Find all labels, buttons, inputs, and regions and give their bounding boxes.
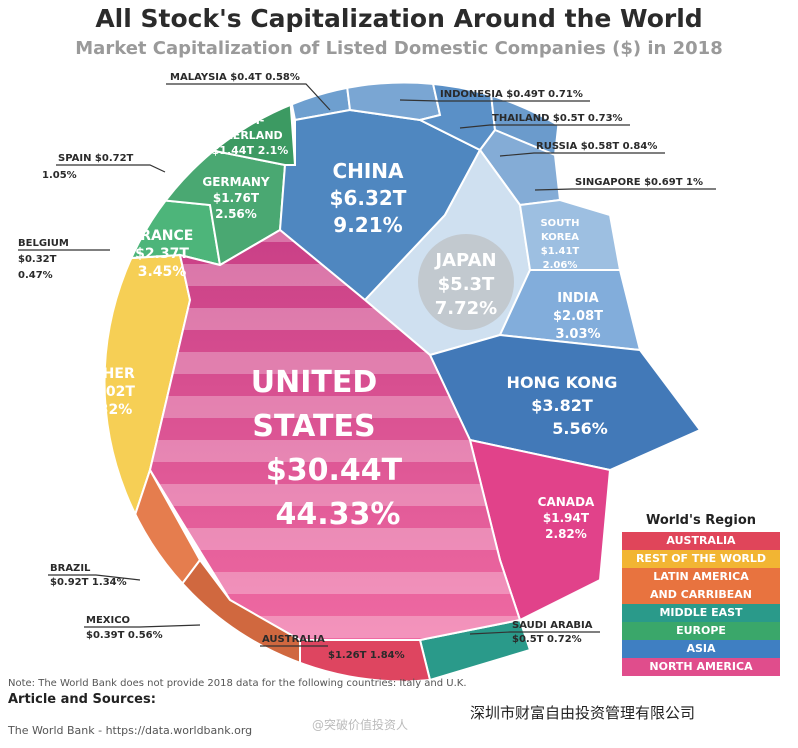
- svg-text:$2.08T: $2.08T: [553, 309, 603, 324]
- footnote: Note: The World Bank does not provide 20…: [8, 678, 467, 689]
- svg-text:$1.41T: $1.41T: [541, 246, 580, 257]
- svg-text:3.45%: 3.45%: [138, 264, 187, 280]
- svg-text:9.21%: 9.21%: [333, 213, 402, 237]
- svg-text:2.56%: 2.56%: [215, 207, 257, 221]
- svg-text:2.06%: 2.06%: [543, 260, 578, 271]
- label-us: UNITED STATES $30.44T 44.33%: [251, 365, 403, 532]
- svg-text:BRAZIL: BRAZIL: [50, 563, 91, 574]
- svg-text:SPAIN $0.72T: SPAIN $0.72T: [58, 153, 134, 164]
- callout-malaysia: MALAYSIA $0.4T 0.58%: [166, 72, 331, 111]
- callout-australia: AUSTRALIA $1.26T 1.84%: [260, 634, 405, 661]
- svg-text:$1.26T 1.84%: $1.26T 1.84%: [328, 650, 405, 661]
- svg-text:$2.37T: $2.37T: [135, 246, 189, 262]
- svg-text:$5.3T: $5.3T: [438, 274, 495, 295]
- legend-item: EUROPE: [622, 622, 780, 640]
- svg-text:SWI-: SWI-: [236, 114, 265, 127]
- svg-text:$0.32T: $0.32T: [18, 254, 57, 265]
- label-hongkong: HONG KONG $3.82T 5.56%: [507, 373, 618, 438]
- svg-text:SINGAPORE $0.69T 1%: SINGAPORE $0.69T 1%: [575, 177, 703, 188]
- svg-text:INDIA: INDIA: [557, 291, 598, 306]
- label-china: CHINA $6.32T 9.21%: [330, 159, 407, 237]
- chart-title: All Stock's Capitalization Around the Wo…: [95, 4, 703, 33]
- us-flag-stripes: [150, 230, 520, 640]
- legend-item: NORTH AMERICA: [622, 658, 780, 676]
- label-switzerland: SWI- TZERLAND $1.44T 2.1%: [212, 114, 289, 157]
- svg-text:$0.39T 0.56%: $0.39T 0.56%: [86, 630, 163, 641]
- svg-text:7.72%: 7.72%: [435, 298, 497, 319]
- legend-item: AND CARRIBEAN: [622, 586, 780, 604]
- svg-text:$0.92T 1.34%: $0.92T 1.34%: [50, 577, 127, 588]
- svg-text:MEXICO: MEXICO: [86, 615, 130, 626]
- label-japan: JAPAN $5.3T 7.72%: [418, 234, 514, 330]
- svg-text:1.05%: 1.05%: [42, 170, 77, 181]
- legend-item: ASIA: [622, 640, 780, 658]
- svg-text:JAPAN: JAPAN: [433, 250, 496, 271]
- svg-text:UNITED: UNITED: [251, 365, 378, 400]
- svg-text:2.82%: 2.82%: [545, 527, 587, 541]
- legend-item: LATIN AMERICA: [622, 568, 780, 586]
- svg-text:$1.76T: $1.76T: [213, 191, 260, 205]
- svg-text:MALAYSIA $0.4T 0.58%: MALAYSIA $0.4T 0.58%: [170, 72, 300, 83]
- svg-text:$6.32T: $6.32T: [330, 186, 407, 210]
- svg-text:GERMANY: GERMANY: [202, 175, 270, 189]
- svg-text:$30.44T: $30.44T: [266, 453, 403, 488]
- callout-thailand: THAILAND $0.5T 0.73%: [459, 113, 630, 129]
- svg-text:$3.82T: $3.82T: [531, 396, 593, 415]
- svg-text:$0.5T 0.72%: $0.5T 0.72%: [512, 634, 582, 645]
- callout-spain: SPAIN $0.72T 1.05%: [42, 153, 166, 181]
- cell-southkorea: [518, 198, 622, 271]
- watermark: @突破价值投资人: [312, 718, 409, 732]
- svg-text:INDONESIA $0.49T 0.71%: INDONESIA $0.49T 0.71%: [440, 89, 583, 100]
- callout-russia: RUSSIA $0.58T 0.84%: [499, 141, 665, 157]
- label-india: INDIA $2.08T 3.03%: [553, 291, 603, 342]
- callout-singapore: SINGAPORE $0.69T 1%: [534, 177, 716, 191]
- label-southkorea: SOUTH KOREA $1.41T 2.06%: [540, 218, 579, 271]
- svg-text:44.33%: 44.33%: [276, 497, 401, 532]
- svg-text:CHINA: CHINA: [332, 159, 404, 183]
- legend-item: REST OF THE WORLD: [622, 550, 780, 568]
- legend-title: World's Region: [646, 513, 756, 528]
- svg-text:HONG KONG: HONG KONG: [507, 373, 618, 392]
- sources-title: Article and Sources:: [8, 692, 156, 707]
- company-watermark: 深圳市财富自由投资管理有限公司: [470, 704, 696, 722]
- label-france: FRANCE $2.37T 3.45%: [131, 228, 194, 280]
- label-germany: GERMANY $1.76T 2.56%: [202, 175, 270, 221]
- svg-text:CANADA: CANADA: [538, 495, 595, 509]
- sources-link[interactable]: The World Bank - https://data.worldbank.…: [8, 724, 253, 737]
- svg-text:$1.44T 2.1%: $1.44T 2.1%: [212, 144, 289, 157]
- svg-text:THAILAND $0.5T 0.73%: THAILAND $0.5T 0.73%: [492, 113, 623, 124]
- svg-text:TZERLAND: TZERLAND: [217, 129, 282, 142]
- svg-text:RUSSIA $0.58T 0.84%: RUSSIA $0.58T 0.84%: [536, 141, 657, 152]
- svg-text:BELGIUM: BELGIUM: [18, 238, 69, 249]
- svg-text:SAUDI ARABIA: SAUDI ARABIA: [512, 620, 593, 631]
- svg-text:0.47%: 0.47%: [18, 270, 53, 281]
- label-other: OTHER $5.02T 7.32%: [81, 366, 135, 418]
- callout-indonesia: INDONESIA $0.49T 0.71%: [399, 89, 590, 102]
- legend-item: AUSTRALIA: [622, 532, 780, 550]
- svg-text:$5.02T: $5.02T: [81, 384, 135, 400]
- svg-text:SOUTH: SOUTH: [540, 218, 579, 229]
- callout-saudi: SAUDI ARABIA $0.5T 0.72%: [469, 620, 600, 645]
- svg-text:FRANCE: FRANCE: [131, 228, 194, 244]
- callout-mexico: MEXICO $0.39T 0.56%: [84, 615, 201, 641]
- svg-text:OTHER: OTHER: [81, 366, 135, 382]
- legend: World's Region AUSTRALIA REST OF THE WOR…: [622, 513, 780, 676]
- callout-belgium: BELGIUM $0.32T 0.47%: [18, 238, 110, 281]
- outer-ring: [102, 80, 706, 684]
- chart-subtitle: Market Capitalization of Listed Domestic…: [75, 38, 723, 59]
- svg-text:5.56%: 5.56%: [552, 419, 608, 438]
- svg-text:AUSTRALIA: AUSTRALIA: [262, 634, 325, 645]
- svg-text:STATES: STATES: [252, 409, 375, 444]
- label-canada: CANADA $1.94T 2.82%: [538, 495, 595, 541]
- svg-text:KOREA: KOREA: [541, 232, 579, 243]
- japan-disc: [418, 234, 514, 330]
- legend-item: MIDDLE EAST: [622, 604, 780, 622]
- svg-text:$1.94T: $1.94T: [543, 511, 590, 525]
- svg-text:3.03%: 3.03%: [555, 327, 600, 342]
- callout-brazil: BRAZIL $0.92T 1.34%: [48, 563, 141, 588]
- svg-text:7.32%: 7.32%: [84, 402, 133, 418]
